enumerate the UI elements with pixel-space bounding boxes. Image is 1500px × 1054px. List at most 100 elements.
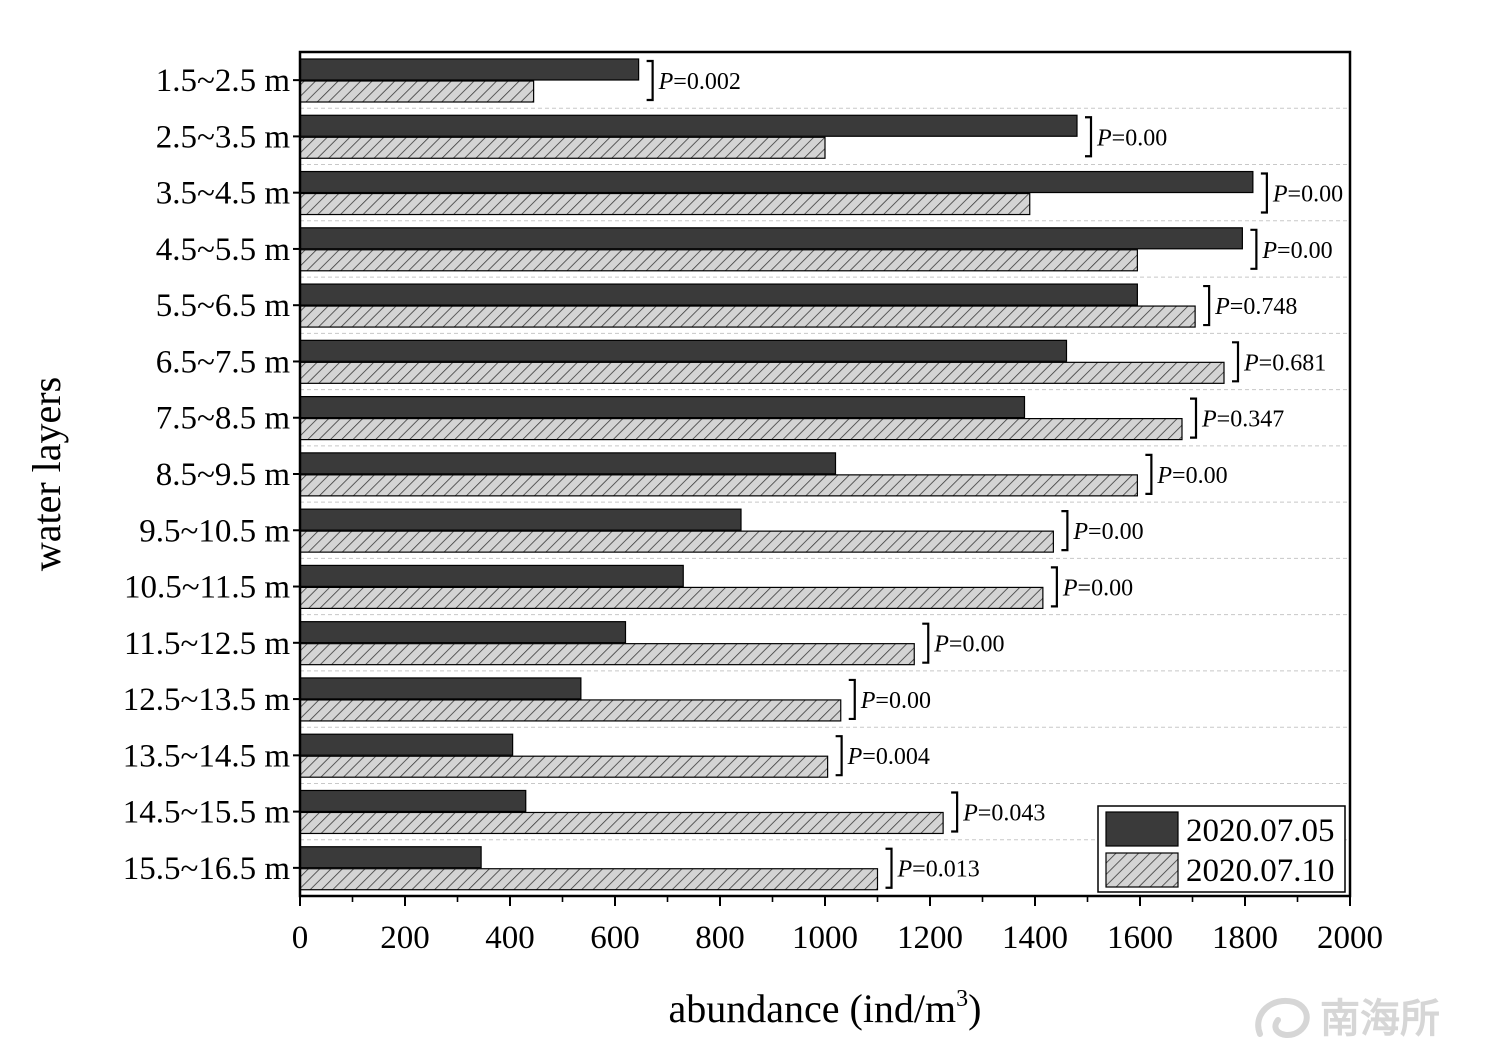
x-tick-label: 1200 (897, 920, 963, 956)
p-value-label: P=0.00 (933, 632, 1004, 658)
bar-series-1 (299, 396, 1026, 419)
p-bracket (1050, 566, 1058, 608)
p-bracket (1145, 453, 1153, 495)
y-axis-title: water layers (24, 377, 69, 571)
bar-series-1 (299, 339, 1068, 362)
legend-swatch-series-1 (1105, 811, 1179, 847)
p-value-label: P=0.002 (658, 69, 741, 95)
p-value-label: P=0.00 (1096, 125, 1167, 151)
p-value-label: P=0.00 (1072, 519, 1143, 545)
bar-series-1 (299, 564, 684, 588)
legend: 2020.07.05 2020.07.10 (1097, 805, 1346, 893)
y-tick-label: 15.5~16.5 m (123, 851, 291, 887)
bar-series-2 (299, 418, 1183, 441)
x-axis-ticks: 0 200 400 600 800 1000 1200 1400 1600 1800 2000 (292, 896, 1383, 956)
bar-series-2 (299, 868, 879, 891)
p-value-label: P=0.004 (847, 744, 930, 770)
p-bracket (951, 791, 959, 833)
bar-series-1 (299, 227, 1243, 250)
p-bracket (1085, 116, 1093, 158)
x-tick-label: 600 (590, 920, 640, 956)
bar-series-2 (299, 643, 915, 666)
y-tick-label: 9.5~10.5 m (139, 513, 290, 549)
bars (299, 58, 1254, 891)
bar-series-1 (299, 677, 582, 700)
p-bracket (646, 59, 654, 102)
p-bracket (1250, 228, 1258, 270)
bar-series-2 (299, 586, 1044, 610)
x-tick-label: 800 (695, 920, 745, 956)
p-value-label: P=0.00 (1272, 182, 1343, 208)
y-tick-label: 5.5~6.5 m (156, 288, 291, 324)
x-axis-title: abundance (ind/m3) (668, 986, 981, 1031)
p-value-label: P=0.748 (1214, 294, 1297, 320)
p-value-label: P=0.013 (897, 857, 980, 883)
legend-label-series-2: 2020.07.10 (1186, 853, 1335, 889)
y-tick-label: 7.5~8.5 m (156, 401, 291, 437)
bar-series-1 (299, 789, 527, 813)
p-value-label: P=0.00 (1261, 238, 1332, 264)
p-value-label: P=0.347 (1201, 407, 1284, 433)
p-value-brackets: P=0.002 P=0.00 P=0.00 P=0.00 P=0.748 P=0.681 P… (646, 59, 1343, 889)
y-tick-label: 12.5~13.5 m (123, 682, 291, 718)
bar-series-2 (299, 192, 1031, 216)
legend-label-series-1: 2020.07.05 (1186, 813, 1335, 849)
bar-series-2 (299, 136, 826, 159)
p-value-label: P=0.681 (1243, 350, 1326, 376)
p-value-label: P=0.00 (1062, 575, 1133, 601)
y-tick-label: 14.5~15.5 m (123, 795, 291, 831)
bar-series-2 (299, 361, 1225, 384)
bar-series-2 (299, 305, 1196, 328)
y-tick-label: 13.5~14.5 m (123, 738, 291, 774)
x-tick-label: 2000 (1317, 920, 1383, 956)
bar-series-1 (299, 452, 837, 475)
bar-series-2 (299, 755, 829, 778)
p-bracket (885, 847, 893, 889)
x-tick-label: 400 (485, 920, 535, 956)
p-bracket (922, 622, 930, 664)
y-tick-label: 4.5~5.5 m (156, 232, 291, 268)
p-bracket (1203, 284, 1211, 327)
bar-series-1 (299, 170, 1254, 194)
y-tick-label: 6.5~7.5 m (156, 344, 291, 380)
p-bracket (848, 678, 856, 721)
p-value-label: P=0.00 (860, 688, 931, 714)
p-value-label: P=0.00 (1156, 463, 1227, 489)
bar-series-2 (299, 249, 1138, 272)
p-bracket (1190, 397, 1198, 439)
watermark: 南海所 (1255, 996, 1440, 1042)
bar-series-1 (299, 58, 640, 81)
x-tick-label: 200 (380, 920, 430, 956)
bar-series-1 (299, 283, 1138, 306)
y-tick-label: 8.5~9.5 m (156, 457, 291, 493)
y-tick-label: 1.5~2.5 m (156, 63, 291, 99)
watermark-text: 南海所 (1320, 996, 1440, 1042)
bar-series-1 (299, 508, 742, 531)
x-axis-title-superscript: 3 (956, 986, 968, 1012)
bar-series-2 (299, 80, 535, 103)
bar-series-1 (299, 621, 627, 644)
bar-series-2 (299, 811, 944, 835)
x-tick-label: 1000 (792, 920, 858, 956)
x-tick-label: 1600 (1107, 920, 1173, 956)
p-bracket (835, 735, 843, 777)
y-tick-label: 11.5~12.5 m (124, 626, 290, 662)
x-tick-label: 0 (292, 920, 309, 956)
bar-series-2 (299, 474, 1138, 497)
legend-swatch-series-2 (1105, 852, 1179, 888)
x-tick-label: 1800 (1212, 920, 1278, 956)
bar-series-2 (299, 530, 1054, 553)
p-bracket (1232, 341, 1240, 383)
y-tick-label: 2.5~3.5 m (156, 119, 291, 155)
bar-series-2 (299, 699, 842, 722)
x-tick-label: 1400 (1002, 920, 1068, 956)
bar-series-1 (299, 114, 1078, 137)
y-tick-label: 3.5~4.5 m (156, 176, 291, 212)
p-bracket (1061, 510, 1069, 552)
watermark-logo-icon (1255, 997, 1310, 1038)
y-tick-label: 10.5~11.5 m (124, 570, 290, 606)
bar-series-1 (299, 733, 514, 756)
p-bracket (1260, 172, 1268, 214)
y-axis-ticks: 1.5~2.5 m 2.5~3.5 m 3.5~4.5 m 4.5~5.5 m 5.5~… (123, 63, 300, 887)
